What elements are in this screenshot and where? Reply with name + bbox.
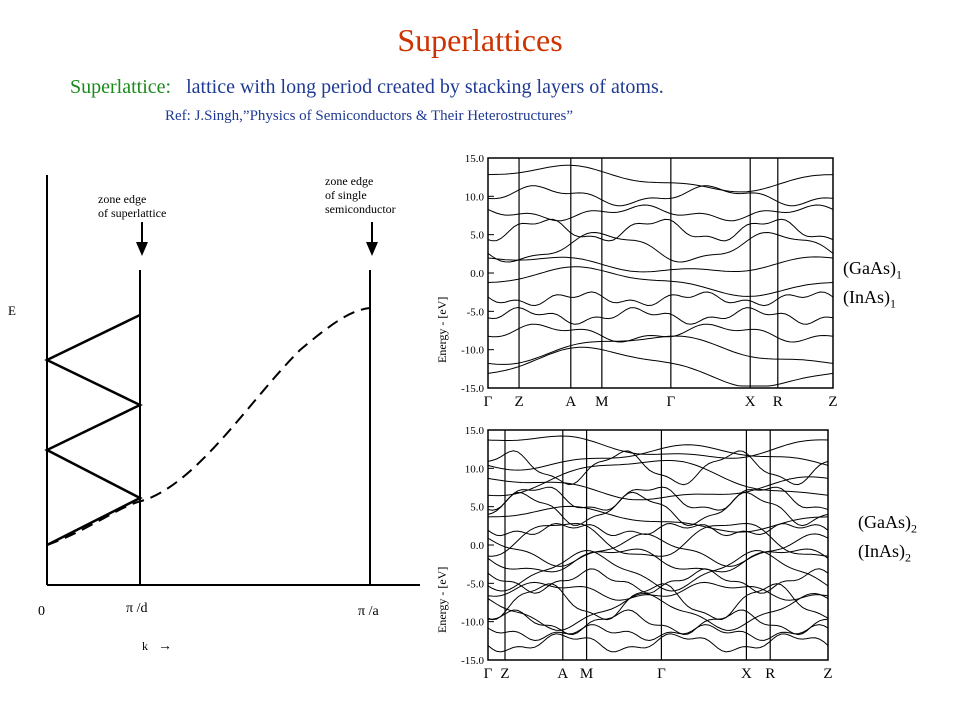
definition-line: Superlattice: lattice with long period c…: [70, 76, 664, 99]
y-axis-label: Energy - [eV]: [435, 297, 449, 363]
y-axis-label: Energy - [eV]: [435, 567, 449, 633]
origin-label: 0: [38, 604, 45, 619]
band-curve: [487, 306, 834, 325]
y-tick-label: -10.0: [461, 617, 484, 629]
compound-label-gaas-2: (GaAs)2: [858, 512, 917, 536]
k-point-label: A: [557, 666, 568, 682]
y-tick-label: 15.0: [465, 153, 485, 165]
band-curve: [487, 256, 834, 273]
band-curve: [487, 609, 829, 636]
band-curve: [487, 583, 829, 621]
band-curve: [487, 581, 829, 601]
folded-band-zigzag: [44, 313, 143, 547]
k-point-label: A: [565, 394, 576, 410]
y-tick-label: 15.0: [465, 425, 485, 437]
y-tick-label: -5.0: [467, 578, 485, 590]
single-zone-edge-arrow: [366, 222, 378, 256]
y-tick-label: -15.0: [461, 383, 484, 395]
band-curve: [487, 435, 829, 459]
band-curve: [487, 164, 834, 193]
definition-text: lattice with long period created by stac…: [186, 76, 664, 98]
single-annot-line2: of single: [325, 188, 367, 202]
band-curve: [487, 444, 829, 471]
band-curve: [487, 486, 829, 511]
k-point-label: Z: [828, 394, 837, 410]
compound-label-inas-2: (InAs)2: [858, 541, 911, 565]
y-tick-label: 5.0: [470, 230, 484, 242]
single-annot-line1: zone edge: [325, 174, 373, 188]
y-tick-label: 0.0: [470, 540, 484, 552]
k-point-label: Z: [500, 666, 509, 682]
band-curve: [487, 522, 829, 537]
compound-label-inas-1: (InAs)1: [843, 287, 896, 311]
band-curve: [487, 505, 829, 533]
band-curve: [487, 476, 829, 501]
k-axis-label: k: [142, 639, 148, 653]
tick-pi-d: π /d: [126, 601, 147, 616]
band-curve: [487, 185, 834, 207]
y-tick-label: 10.0: [465, 463, 485, 475]
single-semiconductor-band-dashed: [46, 307, 371, 546]
k-point-label: X: [745, 394, 756, 410]
band-curve: [487, 633, 829, 653]
y-tick-label: -15.0: [461, 655, 484, 667]
k-axis-arrow: →: [158, 639, 172, 654]
compound-label-gaas-1: (GaAs)1: [843, 258, 902, 282]
band-curve: [487, 548, 829, 573]
band-curve: [487, 460, 829, 497]
k-point-label: Z: [823, 666, 832, 682]
band-structure-plot-top: 15.0 10.0 5.0 0.0 -5.0 -10.0 -15.0 Γ Z A M Γ X R Z En…: [435, 153, 838, 410]
single-annot-line3: semiconductor: [325, 202, 396, 216]
y-tick-label: 5.0: [470, 502, 484, 514]
k-point-label: Γ: [484, 666, 493, 682]
band-curve: [487, 231, 834, 263]
band-curve: [487, 266, 834, 297]
k-point-label: Γ: [657, 666, 666, 682]
zone-folding-diagram: E 0 π /d π /a k → zone edge of superlatt…: [8, 174, 420, 654]
band-curve: [487, 533, 829, 567]
band-curve: [487, 291, 834, 307]
band-curve: [487, 346, 834, 387]
band-curve: [487, 218, 834, 242]
k-point-label: X: [741, 666, 752, 682]
band-curve: [487, 204, 834, 222]
definition-term: Superlattice: [70, 76, 166, 98]
band-curve: [487, 549, 829, 592]
band-curve: [487, 624, 829, 642]
k-point-label: Γ: [484, 394, 493, 410]
k-point-label: Z: [514, 394, 523, 410]
reference-citation: Ref: J.Singh,”Physics of Semiconductors …: [165, 108, 573, 124]
band-curve: [487, 522, 829, 557]
y-tick-label: -5.0: [467, 306, 485, 318]
superlattice-zone-edge-arrow: [136, 222, 148, 256]
k-point-label: M: [580, 666, 593, 682]
definition-colon: :: [165, 76, 172, 98]
superlattice-annot-line1: zone edge: [98, 192, 146, 206]
superlattice-annot-line2: of superlattice: [98, 206, 166, 220]
tick-pi-a: π /a: [358, 604, 379, 619]
band-curve: [487, 335, 834, 365]
band-curve: [487, 568, 829, 594]
k-point-label: M: [595, 394, 608, 410]
band-curve: [487, 323, 834, 343]
k-point-label: Γ: [667, 394, 676, 410]
y-tick-label: -10.0: [461, 345, 484, 357]
slide-title: Superlattices: [397, 22, 563, 58]
energy-axis-label: E: [8, 303, 16, 318]
band-curve: [487, 491, 829, 527]
k-point-label: R: [773, 394, 783, 410]
band-curve: [487, 450, 829, 486]
y-tick-label: 0.0: [470, 268, 484, 280]
y-tick-label: 10.0: [465, 191, 485, 203]
k-point-label: R: [765, 666, 775, 682]
